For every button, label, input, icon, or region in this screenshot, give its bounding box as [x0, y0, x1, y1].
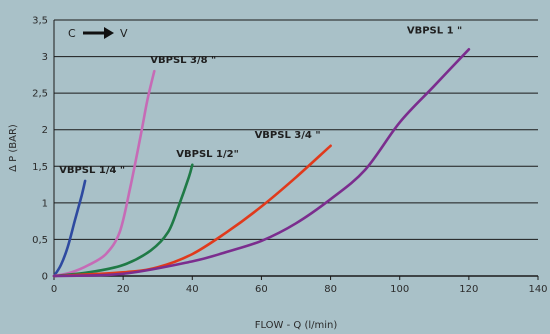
series-line — [52, 69, 156, 278]
x-tick-label: 0 — [51, 284, 57, 295]
x-axis-title: FLOW - Q (l/min) — [255, 320, 338, 331]
x-tick-labels: 0 20 40 60 80 100 120 140 — [51, 284, 548, 295]
y-tick-label: 1 — [42, 198, 48, 209]
y-tick-label: 2,5 — [32, 89, 48, 100]
series-line — [52, 179, 87, 278]
series-line — [52, 144, 332, 278]
direction-to: V — [120, 27, 128, 40]
series-labels: VBPSL 1/4 " VBPSL 3/8 " VBPSL 1/2" VBPSL 3/… — [59, 25, 462, 176]
y-tick-label: 2 — [42, 125, 48, 136]
plot-area — [54, 20, 538, 276]
y-tick-labels: 0 0,5 1 1,5 2 2,5 3 3,5 — [32, 16, 48, 283]
series-lines — [52, 48, 471, 278]
y-tick-label: 3,5 — [32, 16, 48, 27]
series-line — [52, 48, 471, 278]
series-label: VBPSL 3/8 " — [150, 55, 216, 66]
series-label: VBPSL 1/2" — [176, 149, 239, 160]
x-tick-label: 60 — [255, 284, 268, 295]
x-tick-label: 100 — [390, 284, 409, 295]
direction-arrow-icon — [104, 27, 114, 39]
x-tick-label: 80 — [324, 284, 337, 295]
y-tick-label: 1,5 — [32, 162, 48, 173]
direction-from: C — [68, 27, 76, 40]
y-axis-title: Δ P (BAR) — [8, 124, 19, 172]
flow-direction-annotation: C V — [68, 27, 128, 40]
x-tick-label: 120 — [459, 284, 478, 295]
x-tick-label: 140 — [528, 284, 547, 295]
x-tick-label: 20 — [117, 284, 130, 295]
series-label: VBPSL 1 " — [407, 25, 462, 36]
y-tick-label: 0,5 — [32, 235, 48, 246]
x-tick-label: 40 — [186, 284, 199, 295]
series-label: VBPSL 1/4 " — [59, 165, 125, 176]
series-line — [52, 163, 194, 278]
y-tick-label: 0 — [42, 272, 48, 283]
y-tick-label: 3 — [42, 52, 48, 63]
series-label: VBPSL 3/4 " — [255, 130, 321, 141]
